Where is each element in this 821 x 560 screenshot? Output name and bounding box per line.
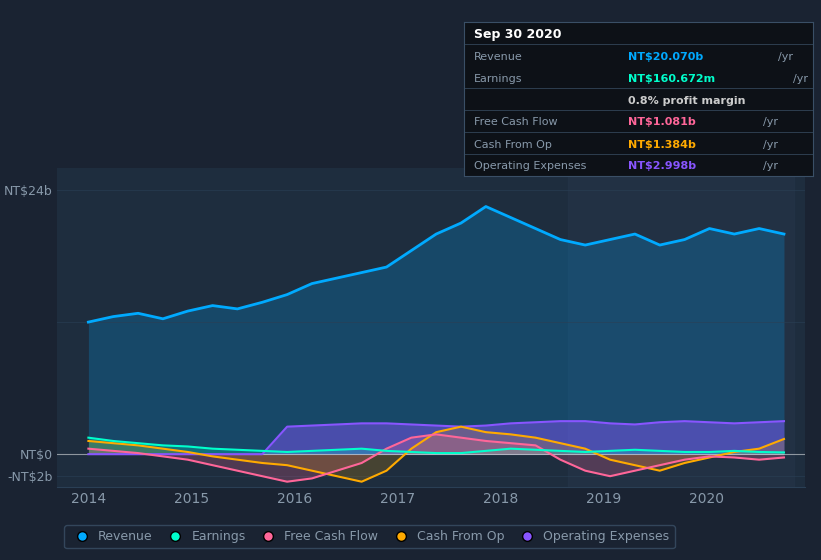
Text: /yr: /yr — [793, 73, 808, 83]
Text: /yr: /yr — [763, 118, 777, 128]
Text: Operating Expenses: Operating Expenses — [475, 161, 587, 171]
Text: NT$2.998b: NT$2.998b — [628, 161, 696, 171]
Text: Cash From Op: Cash From Op — [475, 139, 553, 150]
Text: Revenue: Revenue — [475, 52, 523, 62]
Text: Free Cash Flow: Free Cash Flow — [475, 118, 558, 128]
Bar — [567, 168, 794, 487]
Text: 0.8% profit margin: 0.8% profit margin — [628, 96, 745, 105]
Text: /yr: /yr — [778, 52, 793, 62]
Text: NT$20.070b: NT$20.070b — [628, 52, 703, 62]
Text: Sep 30 2020: Sep 30 2020 — [475, 28, 562, 41]
Legend: Revenue, Earnings, Free Cash Flow, Cash From Op, Operating Expenses: Revenue, Earnings, Free Cash Flow, Cash … — [64, 525, 675, 548]
Text: NT$1.384b: NT$1.384b — [628, 139, 695, 150]
Text: /yr: /yr — [763, 161, 777, 171]
Text: /yr: /yr — [763, 139, 777, 150]
Text: Earnings: Earnings — [475, 73, 523, 83]
Text: NT$1.081b: NT$1.081b — [628, 118, 695, 128]
Text: NT$160.672m: NT$160.672m — [628, 73, 715, 83]
